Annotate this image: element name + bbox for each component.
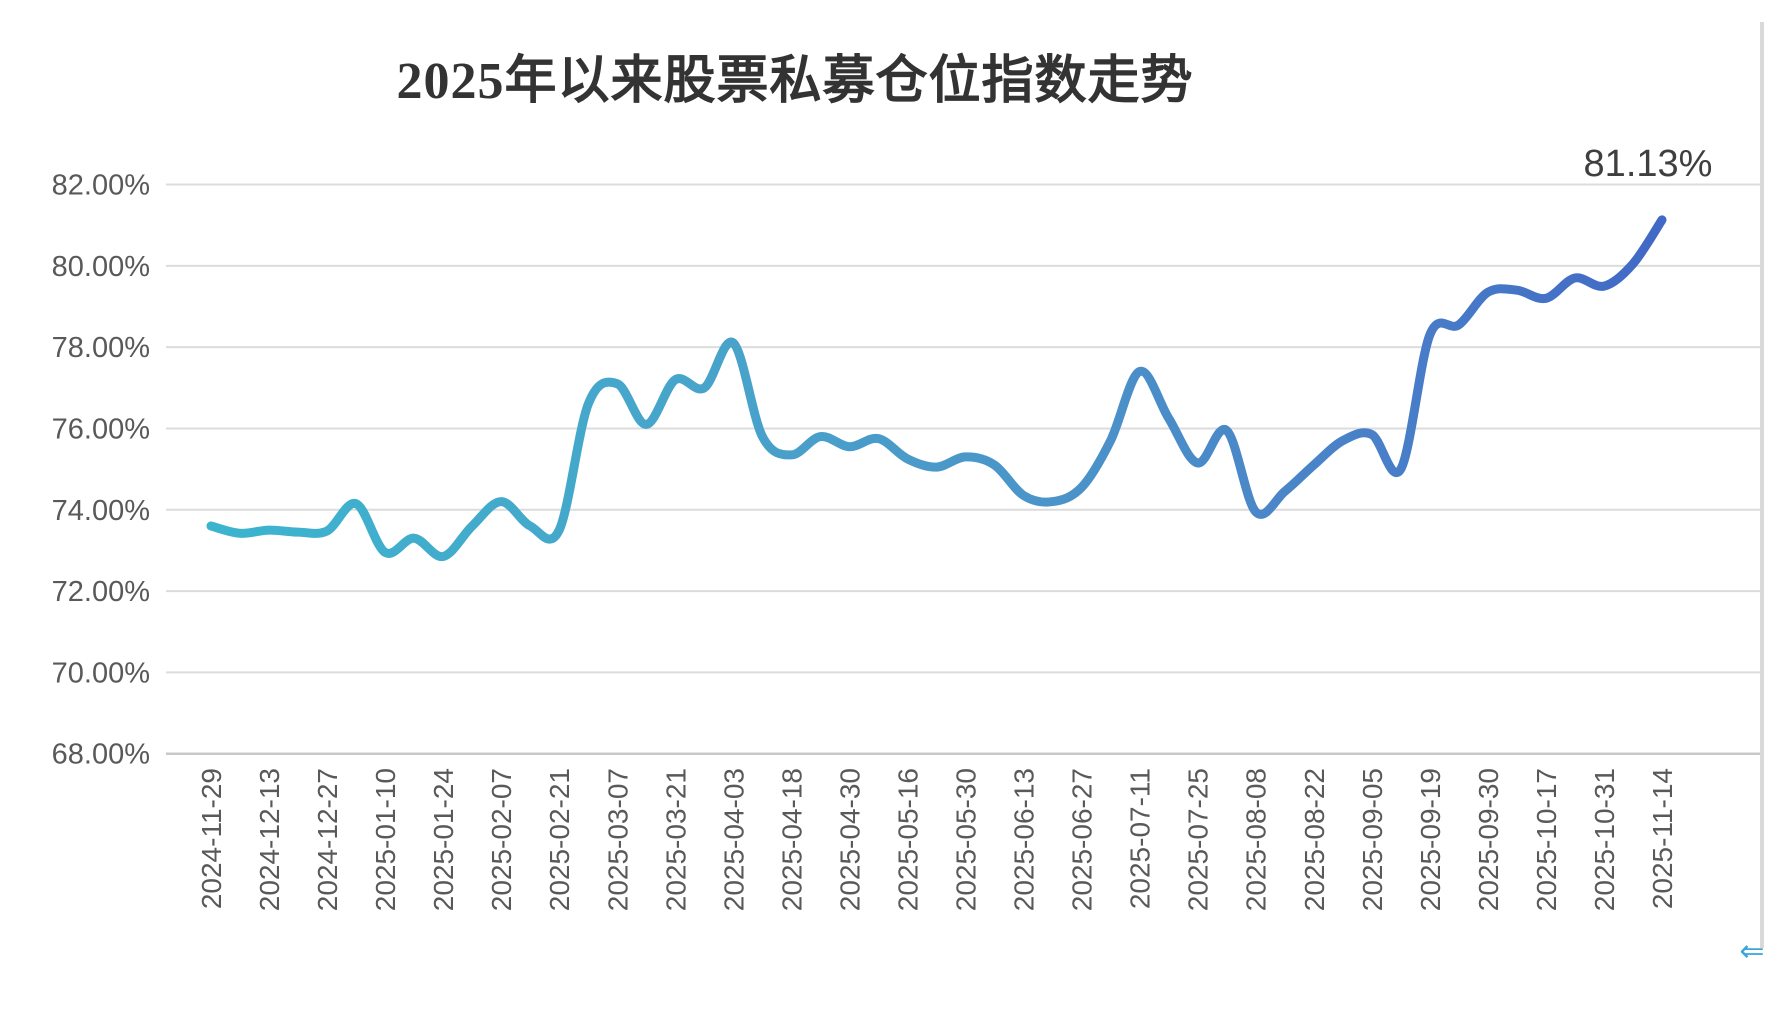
- y-tick-label: 72.00%: [52, 576, 150, 608]
- blue-arrow-icon: ⇐: [1739, 935, 1765, 968]
- y-tick-label: 82.00%: [52, 170, 150, 202]
- x-tick-label: 2025-11-14: [1647, 768, 1678, 909]
- x-tick-label: 2024-12-27: [312, 768, 343, 911]
- x-tick-label: 2025-02-07: [486, 768, 517, 911]
- x-tick-label: 2025-05-30: [951, 768, 982, 911]
- x-tick-label: 2025-02-21: [544, 768, 575, 911]
- chart-title: 2025年以来股票私募仓位指数走势: [396, 53, 1194, 110]
- x-tick-label: 2025-07-25: [1183, 768, 1214, 911]
- x-tick-label: 2024-12-13: [254, 768, 285, 911]
- y-tick-label: 70.00%: [52, 657, 150, 689]
- y-tick-label: 80.00%: [52, 251, 150, 283]
- y-tick-label: 76.00%: [52, 413, 150, 445]
- y-tick-label: 68.00%: [52, 739, 150, 771]
- y-tick-label: 78.00%: [52, 332, 150, 364]
- x-tick-label: 2025-10-31: [1589, 768, 1620, 911]
- x-tick-label: 2025-06-27: [1067, 768, 1098, 911]
- series-line: [206, 215, 1667, 561]
- x-tick-label: 2025-08-22: [1299, 768, 1330, 911]
- x-tick-label: 2025-04-18: [776, 768, 807, 911]
- x-tick-label: 2025-03-21: [660, 768, 691, 911]
- last-value-label: 81.13%: [1583, 143, 1713, 185]
- y-tick-label: 74.00%: [52, 495, 150, 527]
- x-tick-label: 2025-08-08: [1241, 768, 1272, 911]
- x-tick-label: 2025-06-13: [1009, 768, 1040, 911]
- x-tick-label: 2025-05-16: [892, 768, 923, 911]
- x-tick-label: 2025-01-10: [370, 768, 401, 911]
- x-tick-label: 2025-09-05: [1357, 768, 1388, 911]
- x-tick-label: 2025-10-17: [1531, 768, 1562, 911]
- x-tick-label: 2025-07-11: [1125, 768, 1156, 909]
- x-tick-label: 2025-04-03: [718, 768, 749, 911]
- x-tick-label: 2025-01-24: [428, 768, 459, 911]
- x-tick-label: 2024-11-29: [196, 768, 227, 909]
- x-tick-label: 2025-09-19: [1415, 768, 1446, 911]
- x-tick-label: 2025-03-07: [602, 768, 633, 911]
- x-tick-label: 2025-04-30: [834, 768, 865, 911]
- x-tick-label: 2025-09-30: [1473, 768, 1504, 911]
